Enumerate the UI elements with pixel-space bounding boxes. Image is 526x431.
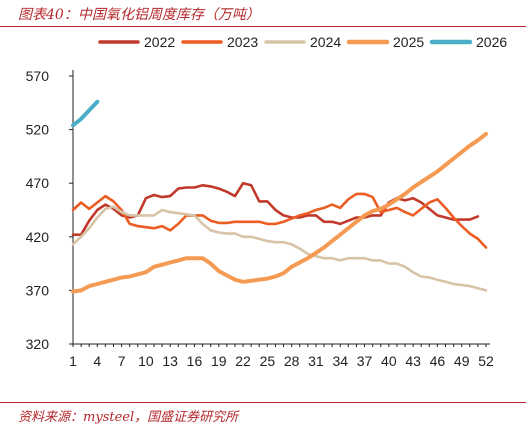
x-tick-label: 34: [332, 353, 348, 369]
x-tick-label: 43: [405, 353, 421, 369]
series-line-2025: [71, 131, 488, 294]
x-tick-label: 49: [454, 353, 470, 369]
x-tick-label: 40: [381, 353, 397, 369]
series-line-2026: [71, 99, 100, 128]
series-line-2023: [71, 192, 488, 249]
x-tick-label: 4: [93, 353, 101, 369]
series-line-2024: [71, 205, 488, 292]
x-tick-label: 16: [187, 353, 203, 369]
x-tick-label: 10: [138, 353, 154, 369]
title-divider: [0, 26, 526, 27]
y-tick-label: 420: [26, 229, 50, 245]
legend-label-2025: 2025: [393, 34, 424, 50]
source-divider: [0, 402, 526, 403]
y-tick-label: 470: [26, 175, 50, 191]
x-tick-label: 31: [308, 353, 324, 369]
legend-label-2024: 2024: [310, 34, 341, 50]
x-axis: 1 4 7 10 13 16 19 22 25 28 31 34 37 40 43 46 49 52: [69, 343, 494, 369]
figure-source: 资料来源：mysteel，国盛证券研究所: [18, 410, 239, 425]
y-tick-label: 370: [26, 282, 50, 298]
series-line-2022: [71, 181, 480, 236]
x-tick-label: 7: [118, 353, 126, 369]
x-tick-label: 37: [357, 353, 373, 369]
y-tick-label: 570: [26, 68, 50, 84]
legend-label-2023: 2023: [227, 34, 258, 50]
x-tick-label: 46: [430, 353, 446, 369]
chart-legend: 2022 2023 2024 2025 2026: [98, 34, 507, 50]
series-lines: [71, 99, 488, 294]
legend-label-2022: 2022: [144, 34, 175, 50]
x-tick-label: 19: [211, 353, 227, 369]
legend-label-2026: 2026: [476, 34, 507, 50]
y-tick-label: 520: [26, 122, 50, 138]
line-chart: 2022 2023 2024 2025 2026 320370420470520570 …: [26, 34, 508, 369]
y-tick-label: 320: [26, 336, 50, 352]
x-tick-label: 13: [162, 353, 178, 369]
figure-title-bar: 图表40：中国氧化铝周度库存（万吨）: [0, 0, 526, 26]
y-axis: 320 370 420 470 520 570: [26, 68, 74, 352]
x-tick-label: 1: [69, 353, 77, 369]
x-tick-label: 28: [284, 353, 300, 369]
x-tick-label: 52: [478, 353, 494, 369]
figure-title: 图表40：中国氧化铝周度库存（万吨）: [18, 7, 260, 23]
x-tick-label: 22: [235, 353, 251, 369]
x-tick-label: 25: [260, 353, 276, 369]
